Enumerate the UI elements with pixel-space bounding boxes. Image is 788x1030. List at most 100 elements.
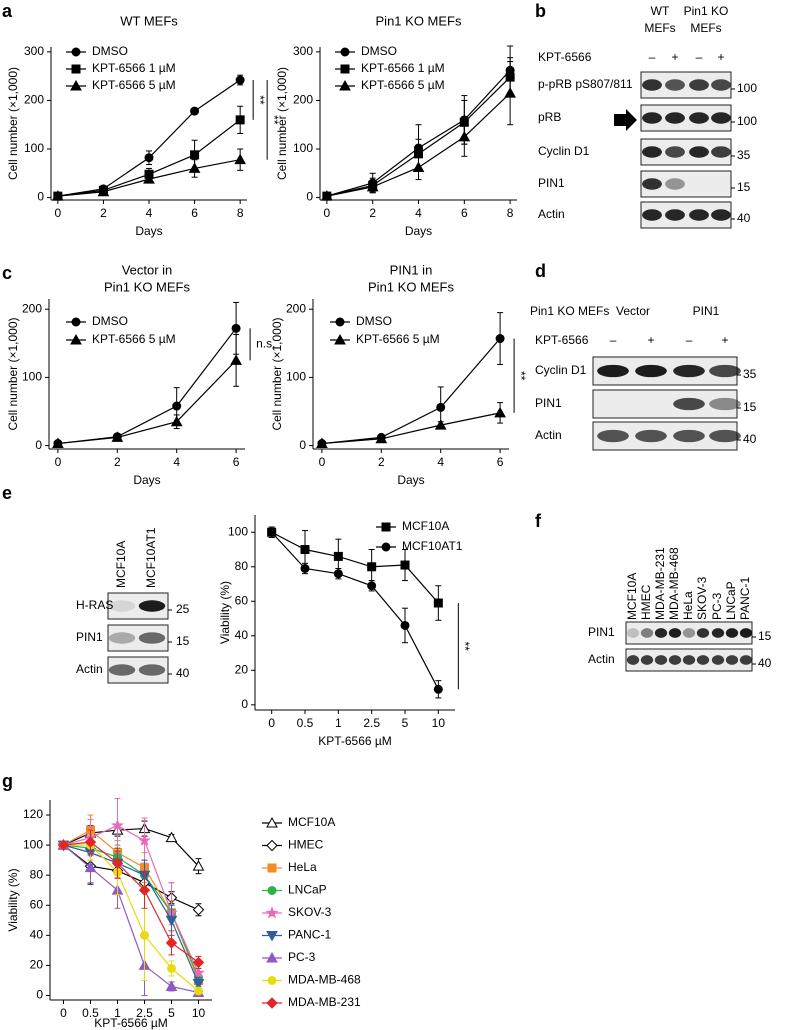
blot-title: Pin1 KO MEFs: [530, 304, 609, 318]
x-tick-label: 2: [100, 206, 107, 220]
group-label: MEFs: [644, 21, 675, 35]
x-tick-label: 6: [233, 455, 240, 469]
legend-marker: [71, 47, 81, 57]
series-line: [57, 359, 237, 445]
kda-label: 35: [737, 148, 751, 162]
treatment-sign: –: [610, 333, 617, 347]
y-axis-label: Cell number (×1,000): [275, 67, 289, 180]
data-point: [190, 150, 200, 160]
series-line: [63, 824, 200, 974]
data-point: [165, 915, 178, 927]
x-tick-label: 8: [237, 206, 244, 220]
y-tick-label: 200: [24, 93, 44, 107]
row-label: pRB: [538, 110, 561, 124]
band: [642, 178, 662, 190]
band: [108, 632, 136, 644]
data-point: [300, 563, 310, 573]
group-label: WT: [651, 4, 670, 18]
y-tick-label: 0: [241, 697, 248, 711]
y-axis-label: Viability (%): [218, 581, 232, 644]
band: [138, 664, 166, 676]
band: [635, 364, 667, 378]
data-point: [165, 831, 178, 843]
legend-marker: [266, 839, 278, 852]
data-point: [165, 980, 178, 991]
data-point: [333, 551, 343, 561]
legend-label: DMSO: [92, 44, 128, 58]
band: [725, 628, 739, 638]
chart-title: Pin1 KO MEFs: [376, 13, 462, 28]
legend-label: DMSO: [92, 314, 128, 328]
y-tick-label: 60: [235, 593, 249, 607]
significance-label: **: [514, 371, 528, 381]
y-axis-label: Cell number (×1,000): [6, 67, 20, 180]
x-tick-label: 0: [324, 206, 331, 220]
y-tick-label: 200: [293, 93, 313, 107]
band: [709, 364, 741, 378]
treatment-sign: +: [721, 333, 728, 347]
kda-label: 25: [176, 602, 190, 616]
data-point: [192, 956, 205, 969]
band: [642, 209, 662, 221]
band: [673, 397, 705, 411]
band: [597, 429, 629, 443]
legend-label: HMEC: [288, 838, 324, 852]
band: [108, 600, 136, 612]
series-line: [321, 412, 501, 445]
lane-label: MDA-MB-468: [667, 547, 681, 620]
band: [711, 628, 725, 638]
series-line: [271, 531, 439, 604]
y-tick-label: 100: [228, 524, 248, 538]
series-line: [63, 827, 199, 867]
band: [709, 397, 741, 411]
legend-marker: [334, 333, 346, 345]
data-point: [234, 153, 247, 165]
band: [711, 79, 731, 91]
legend-marker: [267, 863, 277, 873]
legend-marker: [267, 976, 277, 985]
x-tick-label: 2.5: [136, 1006, 153, 1020]
x-axis-label: KPT-6566 µM: [94, 1016, 168, 1030]
row-label: p-pRB pS807/811: [538, 77, 633, 91]
x-axis-label: KPT-6566 µM: [318, 734, 392, 748]
data-point: [366, 180, 379, 192]
band: [665, 79, 685, 91]
row-label: Cyclin D1: [535, 363, 587, 377]
treatment-label: KPT-6566: [538, 50, 592, 64]
data-point: [367, 562, 377, 572]
row-label: PIN1: [535, 396, 562, 410]
data-point: [111, 818, 124, 831]
x-tick-label: 0: [319, 455, 326, 469]
legend-marker: [335, 317, 345, 327]
chart-title: Vector in: [122, 262, 173, 277]
data-point: [52, 437, 64, 449]
y-tick-label: 100: [22, 370, 42, 384]
data-point: [400, 560, 410, 570]
x-tick-label: 1: [114, 1006, 121, 1020]
row-label: Actin: [588, 652, 615, 666]
panel-label: b: [535, 1, 546, 21]
series-line: [271, 531, 439, 690]
data-point: [321, 190, 333, 201]
band: [739, 628, 753, 638]
y-tick-label: 300: [24, 44, 44, 58]
legend-label: KPT-6566 5 µM: [361, 78, 445, 92]
data-point: [400, 620, 410, 630]
data-point: [433, 598, 443, 608]
significance-label: n.s.: [256, 337, 275, 351]
legend-marker: [381, 542, 391, 552]
panel-label: c: [2, 263, 12, 283]
chart-title: Pin1 KO MEFs: [104, 279, 190, 294]
blot-strip: [592, 389, 738, 419]
legend-label: KPT-6566 5 µM: [92, 332, 176, 346]
x-tick-label: 10: [192, 1006, 206, 1020]
row-label: Actin: [535, 428, 562, 442]
data-point: [495, 334, 505, 344]
row-label: Cyclin D1: [538, 144, 590, 158]
data-point: [192, 860, 205, 871]
band: [682, 655, 696, 665]
y-tick-label: 0: [36, 988, 43, 1002]
data-point: [192, 904, 205, 916]
band: [640, 628, 654, 638]
